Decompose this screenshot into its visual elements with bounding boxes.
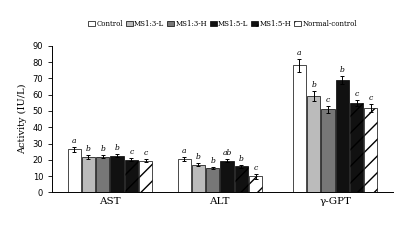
Bar xyxy=(322,109,334,192)
Bar xyxy=(249,176,262,192)
Bar xyxy=(350,103,363,192)
Bar xyxy=(82,157,95,192)
Bar xyxy=(293,65,306,192)
Text: b: b xyxy=(239,155,244,163)
Bar xyxy=(221,161,233,192)
Text: a: a xyxy=(182,147,186,155)
Legend: Control, MS1:3-L, MS1:3-H, MS1:5-L, MS1:5-H, Normal-control: Control, MS1:3-L, MS1:3-H, MS1:5-L, MS1:… xyxy=(85,17,360,31)
Text: b: b xyxy=(340,66,345,74)
Text: c: c xyxy=(369,94,373,102)
Y-axis label: Activity (IU/L): Activity (IU/L) xyxy=(18,84,27,154)
Text: b: b xyxy=(100,145,105,153)
Bar xyxy=(178,159,190,192)
Bar xyxy=(139,161,152,192)
Text: b: b xyxy=(210,157,215,165)
Text: a: a xyxy=(297,49,302,57)
Text: b: b xyxy=(86,145,91,153)
Text: c: c xyxy=(144,149,148,157)
Text: c: c xyxy=(326,96,330,104)
Bar xyxy=(235,166,248,192)
Text: c: c xyxy=(253,164,258,172)
Bar xyxy=(125,160,138,192)
Bar xyxy=(365,108,377,192)
Bar xyxy=(307,96,320,192)
Text: ab: ab xyxy=(222,149,232,157)
Bar xyxy=(96,157,109,192)
Text: c: c xyxy=(354,90,359,98)
Text: b: b xyxy=(115,144,119,152)
Bar xyxy=(206,168,219,192)
Bar xyxy=(336,80,349,192)
Bar xyxy=(68,149,81,192)
Text: c: c xyxy=(129,148,134,156)
Text: a: a xyxy=(72,137,77,145)
Text: b: b xyxy=(196,153,201,161)
Bar xyxy=(192,165,205,192)
Bar xyxy=(111,156,124,192)
Text: b: b xyxy=(311,82,316,90)
